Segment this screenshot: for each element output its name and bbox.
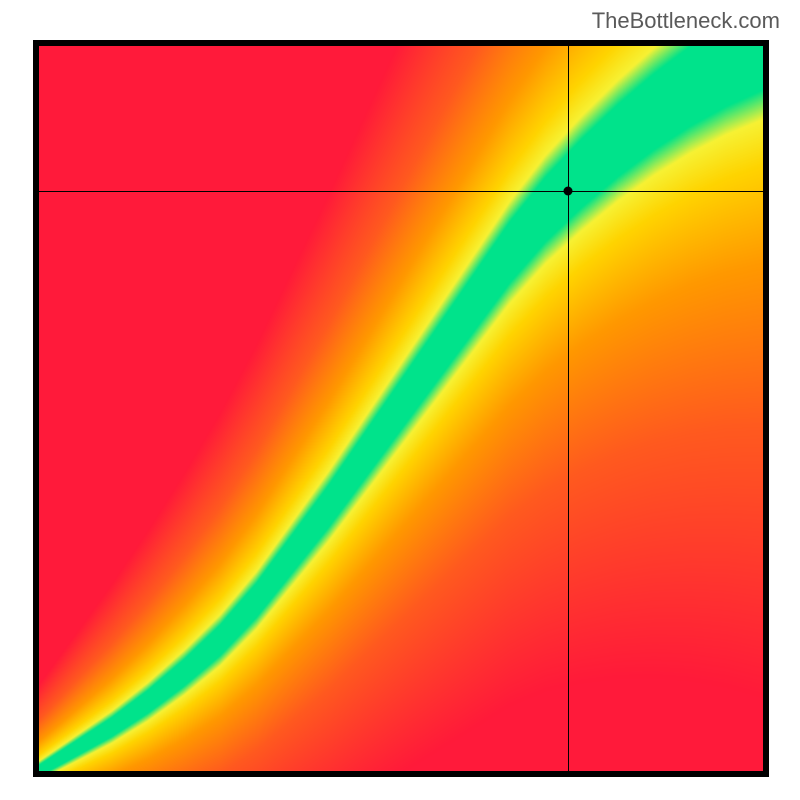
watermark-text: TheBottleneck.com: [592, 8, 780, 34]
heatmap-panel: [33, 40, 769, 777]
crosshair-vertical-line: [568, 46, 569, 771]
bottleneck-chart-container: TheBottleneck.com: [0, 0, 800, 800]
crosshair-dot: [563, 186, 572, 195]
crosshair-horizontal-line: [39, 191, 763, 192]
heatmap-canvas: [39, 46, 763, 771]
